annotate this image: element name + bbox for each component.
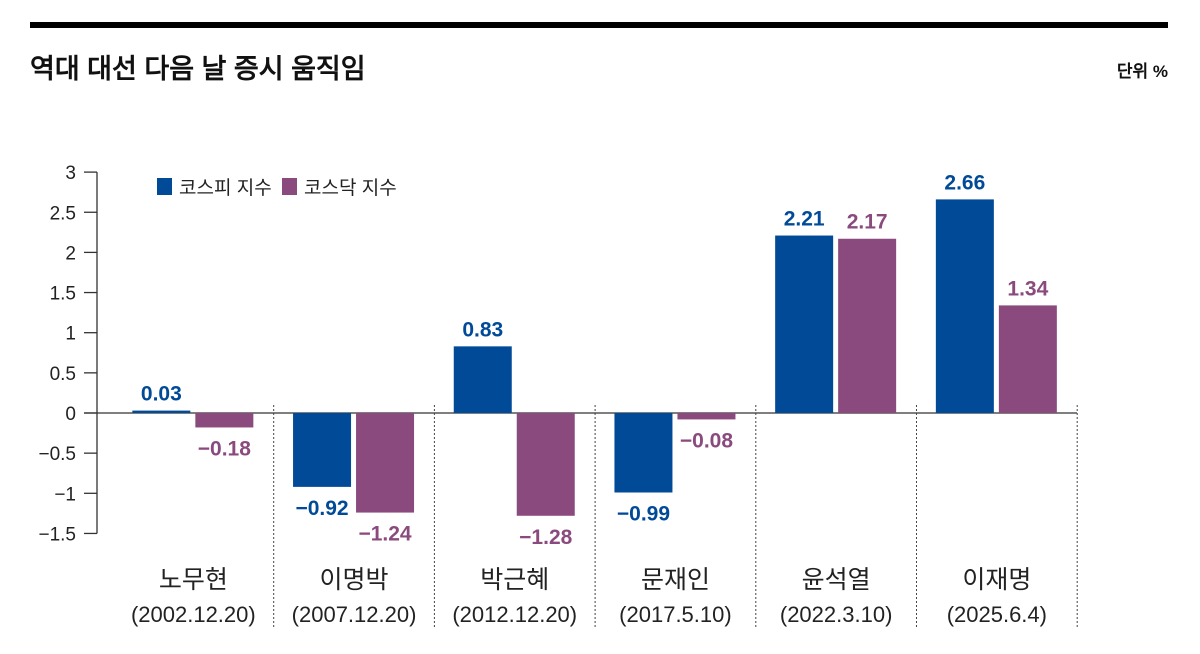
y-tick-label: 0.5: [50, 364, 76, 385]
category-label: 이재명: [962, 566, 1031, 594]
y-tick-label: −1: [54, 484, 76, 505]
bars: [132, 199, 1057, 516]
bar-kospi: [293, 413, 352, 487]
legend-swatch: [282, 178, 297, 195]
category-label: 윤석열: [802, 566, 871, 594]
value-labels: 0.03 −0.18 −0.92 −1.24 0.83 −1.28 −0.99 −0.08 2.…: [141, 171, 1049, 548]
value-label: 0.03: [141, 383, 182, 406]
y-tick-label: −0.5: [38, 444, 76, 465]
chart-title: 역대 대선 다음 날 증시 움직임: [30, 54, 366, 84]
category-labels: 노무현 (2002.12.20) 이명박 (2007.12.20) 박근혜 (2012.1…: [131, 566, 1047, 627]
bar-kosdaq: [838, 238, 897, 413]
top-rule: [30, 22, 1168, 28]
bar-kospi: [935, 199, 994, 413]
value-label: −1.24: [358, 523, 411, 546]
unit-label: 단위 %: [1117, 62, 1168, 81]
y-tick-label: 2.5: [50, 203, 76, 224]
bar-kosdaq: [356, 413, 415, 513]
category-label: 박근혜: [480, 566, 549, 594]
category-label: 문재인: [641, 566, 710, 594]
category-date: (2007.12.20): [292, 602, 417, 627]
bar-kospi: [453, 346, 512, 413]
category-label: 노무현: [159, 566, 228, 594]
value-label: 2.21: [784, 208, 825, 231]
legend-label: 코스닥 지수: [304, 177, 397, 199]
value-label: −0.08: [680, 429, 733, 452]
value-label: −0.18: [198, 437, 251, 460]
y-tick-label: −1.5: [38, 524, 76, 545]
y-tick-label: 0: [65, 404, 76, 425]
bar-kospi: [775, 235, 834, 413]
value-label: 1.34: [1007, 277, 1048, 300]
value-label: 2.66: [944, 171, 985, 194]
category-date: (2025.6.4): [947, 602, 1047, 627]
bar-kosdaq: [516, 413, 575, 516]
value-label: −0.99: [617, 502, 670, 525]
value-label: 2.17: [847, 211, 888, 234]
y-tick-label: 1: [65, 324, 76, 345]
category-date: (2002.12.20): [131, 602, 256, 627]
category-date: (2022.3.10): [780, 602, 893, 627]
y-tick-label: 1.5: [50, 284, 76, 305]
bar-kosdaq: [677, 413, 736, 420]
bar-kosdaq: [195, 413, 254, 428]
value-label: 0.83: [462, 318, 503, 341]
legend-label: 코스피 지수: [179, 177, 272, 199]
legend-swatch: [157, 178, 172, 195]
bar-kospi: [132, 410, 191, 413]
bar-kosdaq: [998, 305, 1057, 413]
value-label: −0.92: [295, 497, 348, 520]
category-date: (2017.5.10): [619, 602, 732, 627]
bar-kospi: [614, 413, 673, 493]
value-label: −1.28: [519, 526, 572, 549]
category-date: (2012.12.20): [452, 602, 577, 627]
y-axis: 3 2.5 2 1.5 1 0.5 0 −0.5 −1 −1.5: [38, 163, 1077, 545]
y-tick-label: 2: [65, 243, 76, 264]
category-label: 이명박: [320, 566, 389, 594]
group-separators: [273, 405, 1078, 628]
y-tick-label: 3: [65, 163, 76, 184]
legend: 코스피 지수 코스닥 지수: [157, 177, 397, 199]
